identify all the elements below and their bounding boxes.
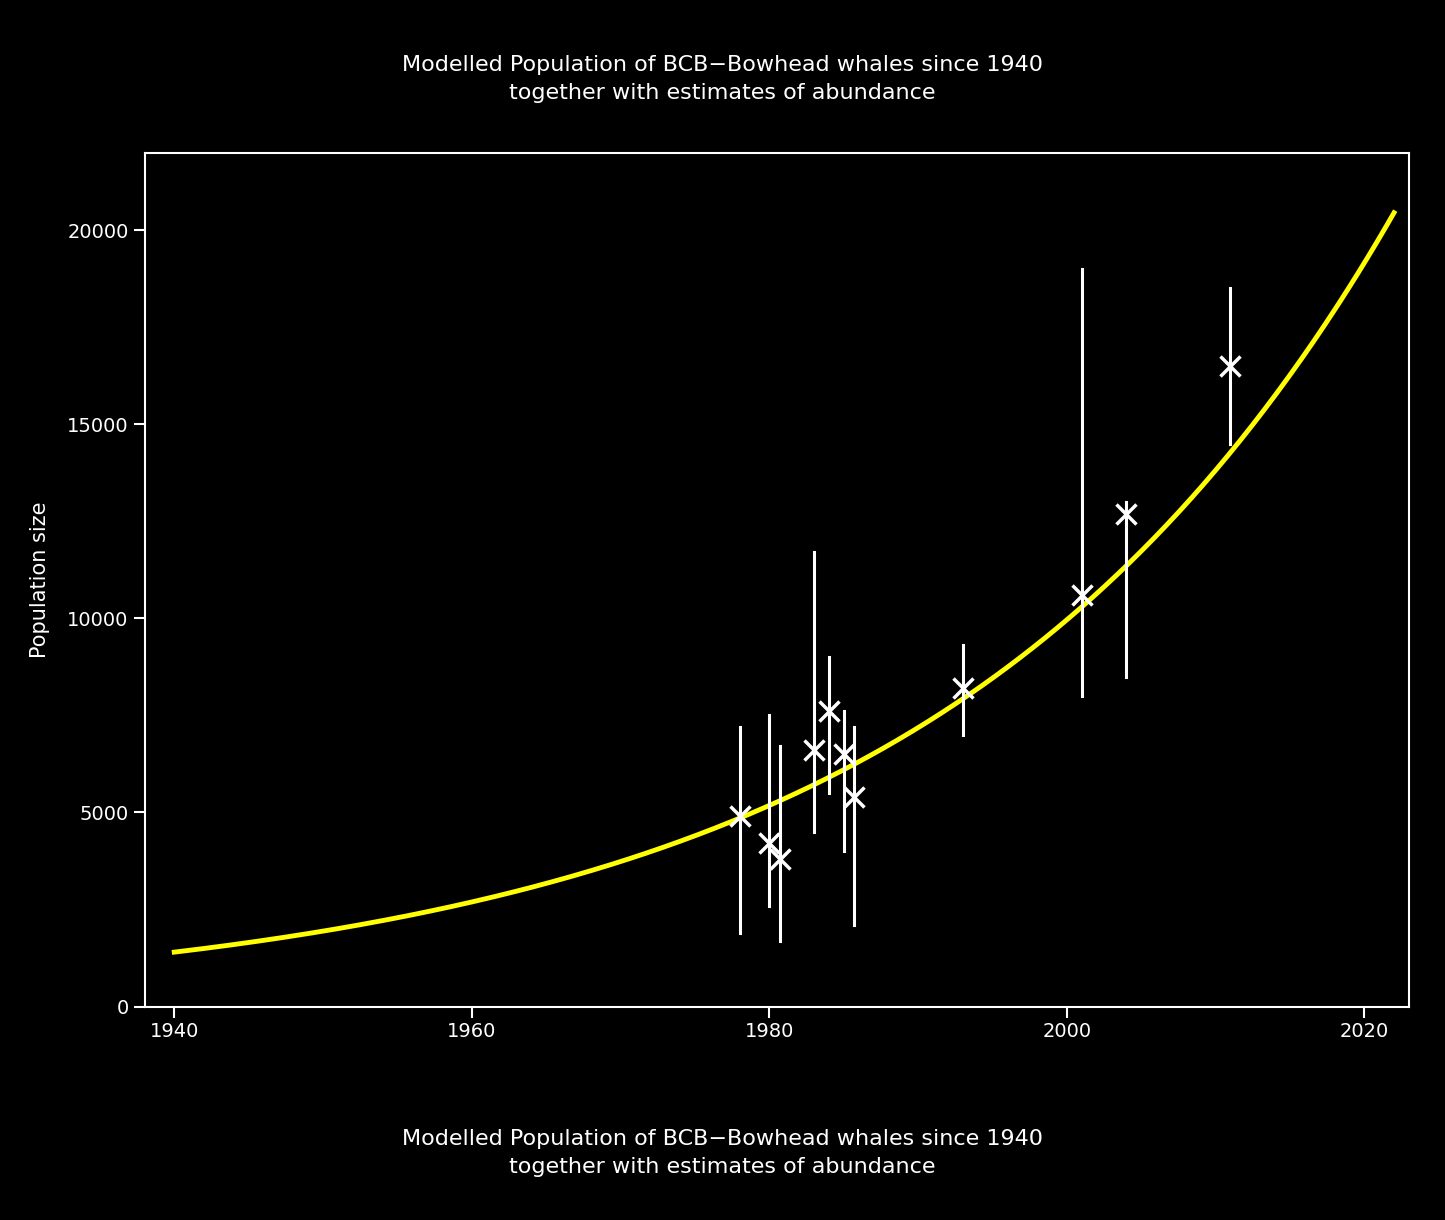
Y-axis label: Population size: Population size — [30, 501, 51, 658]
Text: Modelled Population of BCB−Bowhead whales since 1940
together with estimates of : Modelled Population of BCB−Bowhead whale… — [402, 1130, 1043, 1177]
Text: Modelled Population of BCB−Bowhead whales since 1940
together with estimates of : Modelled Population of BCB−Bowhead whale… — [402, 55, 1043, 102]
